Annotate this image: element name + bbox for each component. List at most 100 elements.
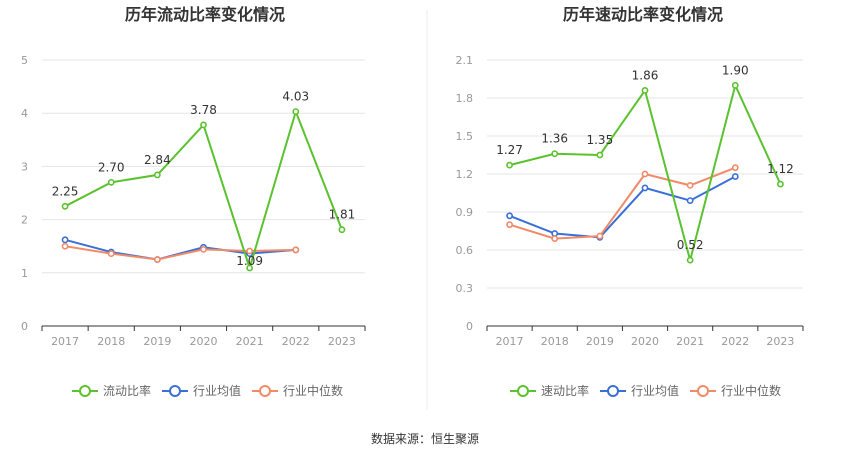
data-point-industry-median xyxy=(551,235,559,242)
legend-item-company: 速动比率 xyxy=(510,383,589,398)
data-point-company xyxy=(596,151,604,159)
data-point-industry-median xyxy=(641,170,649,178)
data-point-company xyxy=(731,81,739,89)
x-tick-label: 2021 xyxy=(676,335,704,348)
y-tick-label: 1 xyxy=(21,267,28,280)
data-point-industry-avg xyxy=(731,173,739,180)
data-label: 2.25 xyxy=(52,184,79,198)
x-tick-label: 2022 xyxy=(721,335,749,348)
x-tick-label: 2021 xyxy=(236,335,264,348)
x-tick-label: 2022 xyxy=(282,335,310,348)
series-line-industry-median xyxy=(509,166,736,240)
legend-label: 行业中位数 xyxy=(283,383,343,398)
data-label: 1.90 xyxy=(722,63,749,77)
series-line-industry-avg xyxy=(509,175,736,239)
y-tick-label: 5 xyxy=(21,54,28,67)
x-tick-label: 2017 xyxy=(51,335,79,348)
legend-item-company: 流动比率 xyxy=(72,383,151,398)
data-point-industry-median xyxy=(153,256,161,263)
legend-marker xyxy=(697,385,709,397)
legend-label: 行业均值 xyxy=(193,383,241,398)
y-tick-label: 0.6 xyxy=(456,244,474,257)
legend-label: 速动比率 xyxy=(541,383,589,398)
data-point-company xyxy=(338,226,346,234)
data-point-industry-median xyxy=(246,247,254,255)
legend-marker xyxy=(79,385,91,397)
y-tick-label: 4 xyxy=(21,107,28,120)
x-tick-label: 2018 xyxy=(97,335,125,348)
data-point-company xyxy=(153,171,161,179)
data-point-company xyxy=(107,178,115,186)
data-label: 2.70 xyxy=(98,160,125,174)
data-label: 3.78 xyxy=(190,103,217,117)
data-label: 1.81 xyxy=(329,208,356,222)
y-tick-label: 1.5 xyxy=(456,130,474,143)
data-source-note: 数据来源：恒生聚源 xyxy=(371,431,479,446)
data-label: 1.12 xyxy=(767,162,794,176)
data-point-company xyxy=(551,150,559,158)
y-tick-label: 2.1 xyxy=(456,54,474,67)
data-point-industry-median xyxy=(686,181,694,189)
data-point-industry-median xyxy=(506,221,513,229)
data-point-industry-median xyxy=(61,242,69,250)
x-tick-label: 2019 xyxy=(143,335,171,348)
data-point-industry-median xyxy=(292,246,300,254)
data-point-company xyxy=(506,161,513,169)
series-industry-median xyxy=(61,242,300,263)
series-industry-median xyxy=(506,164,739,242)
legend-marker xyxy=(169,385,181,397)
x-tick-label: 2020 xyxy=(190,335,218,348)
current-ratio-chart: 历年流动比率变化情况 0 1 2 3 4 5 2017 2018 2019 2020 2021 2022… xyxy=(21,5,366,398)
y-tick-label: 0.3 xyxy=(456,282,474,295)
x-tick-label: 2020 xyxy=(631,335,659,348)
data-point-company xyxy=(641,87,649,94)
legend-item-industry-avg: 行业均值 xyxy=(162,383,241,398)
series-company: 2.25 2.70 2.84 3.78 1.09 4.03 1.81 xyxy=(52,90,356,272)
x-tick-label: 2018 xyxy=(541,335,569,348)
data-label: 1.35 xyxy=(586,133,613,147)
data-point-company xyxy=(61,202,69,210)
data-point-industry-avg xyxy=(641,184,649,192)
x-tick-label: 2017 xyxy=(496,335,524,348)
data-label: 1.09 xyxy=(236,254,263,268)
y-tick-label: 0.9 xyxy=(456,206,474,219)
data-point-industry-median xyxy=(107,250,115,258)
series-line-industry-median xyxy=(64,245,296,261)
data-label: 2.84 xyxy=(144,153,171,167)
y-tick-label: 2 xyxy=(21,214,28,227)
data-point-industry-avg xyxy=(686,197,694,204)
y-tick-label: 3 xyxy=(21,160,28,173)
legend-item-industry-median: 行业中位数 xyxy=(252,383,343,398)
legend-label: 流动比率 xyxy=(103,383,151,398)
legend-item-industry-median: 行业中位数 xyxy=(690,383,781,398)
y-tick-label: 0 xyxy=(466,320,473,333)
legend-marker xyxy=(259,385,271,397)
data-label: 0.52 xyxy=(677,238,704,252)
data-label: 4.03 xyxy=(282,90,309,104)
data-point-industry-avg xyxy=(61,236,69,244)
x-tick-label: 2023 xyxy=(328,335,356,348)
x-tick-label: 2019 xyxy=(586,335,614,348)
data-point-company xyxy=(200,121,207,129)
legend-marker xyxy=(517,385,529,397)
y-tick-label: 1.2 xyxy=(456,168,474,181)
legend-label: 行业中位数 xyxy=(721,383,781,398)
chart-title: 历年流动比率变化情况 xyxy=(125,5,285,24)
data-point-company xyxy=(292,108,300,116)
chart-title: 历年速动比率变化情况 xyxy=(563,5,723,24)
data-label: 1.27 xyxy=(496,143,523,157)
legend-marker xyxy=(607,385,619,397)
data-point-company xyxy=(777,180,784,188)
legend-item-industry-avg: 行业均值 xyxy=(600,383,679,398)
data-point-industry-avg xyxy=(506,212,513,220)
data-point-industry-median xyxy=(200,245,207,253)
x-tick-label: 2023 xyxy=(766,335,794,348)
data-point-company xyxy=(246,264,254,272)
quick-ratio-chart: 历年速动比率变化情况 0 0.3 0.6 0.9 1.2 1.5 1.8 2.1 2017 2018… xyxy=(456,5,804,398)
series-line-industry-avg xyxy=(64,238,296,261)
y-tick-label: 0 xyxy=(21,320,28,333)
series-company: 1.27 1.36 1.35 1.86 0.52 1.90 1.12 xyxy=(496,63,794,265)
data-point-industry-median xyxy=(731,164,739,172)
data-point-industry-median xyxy=(596,232,604,240)
